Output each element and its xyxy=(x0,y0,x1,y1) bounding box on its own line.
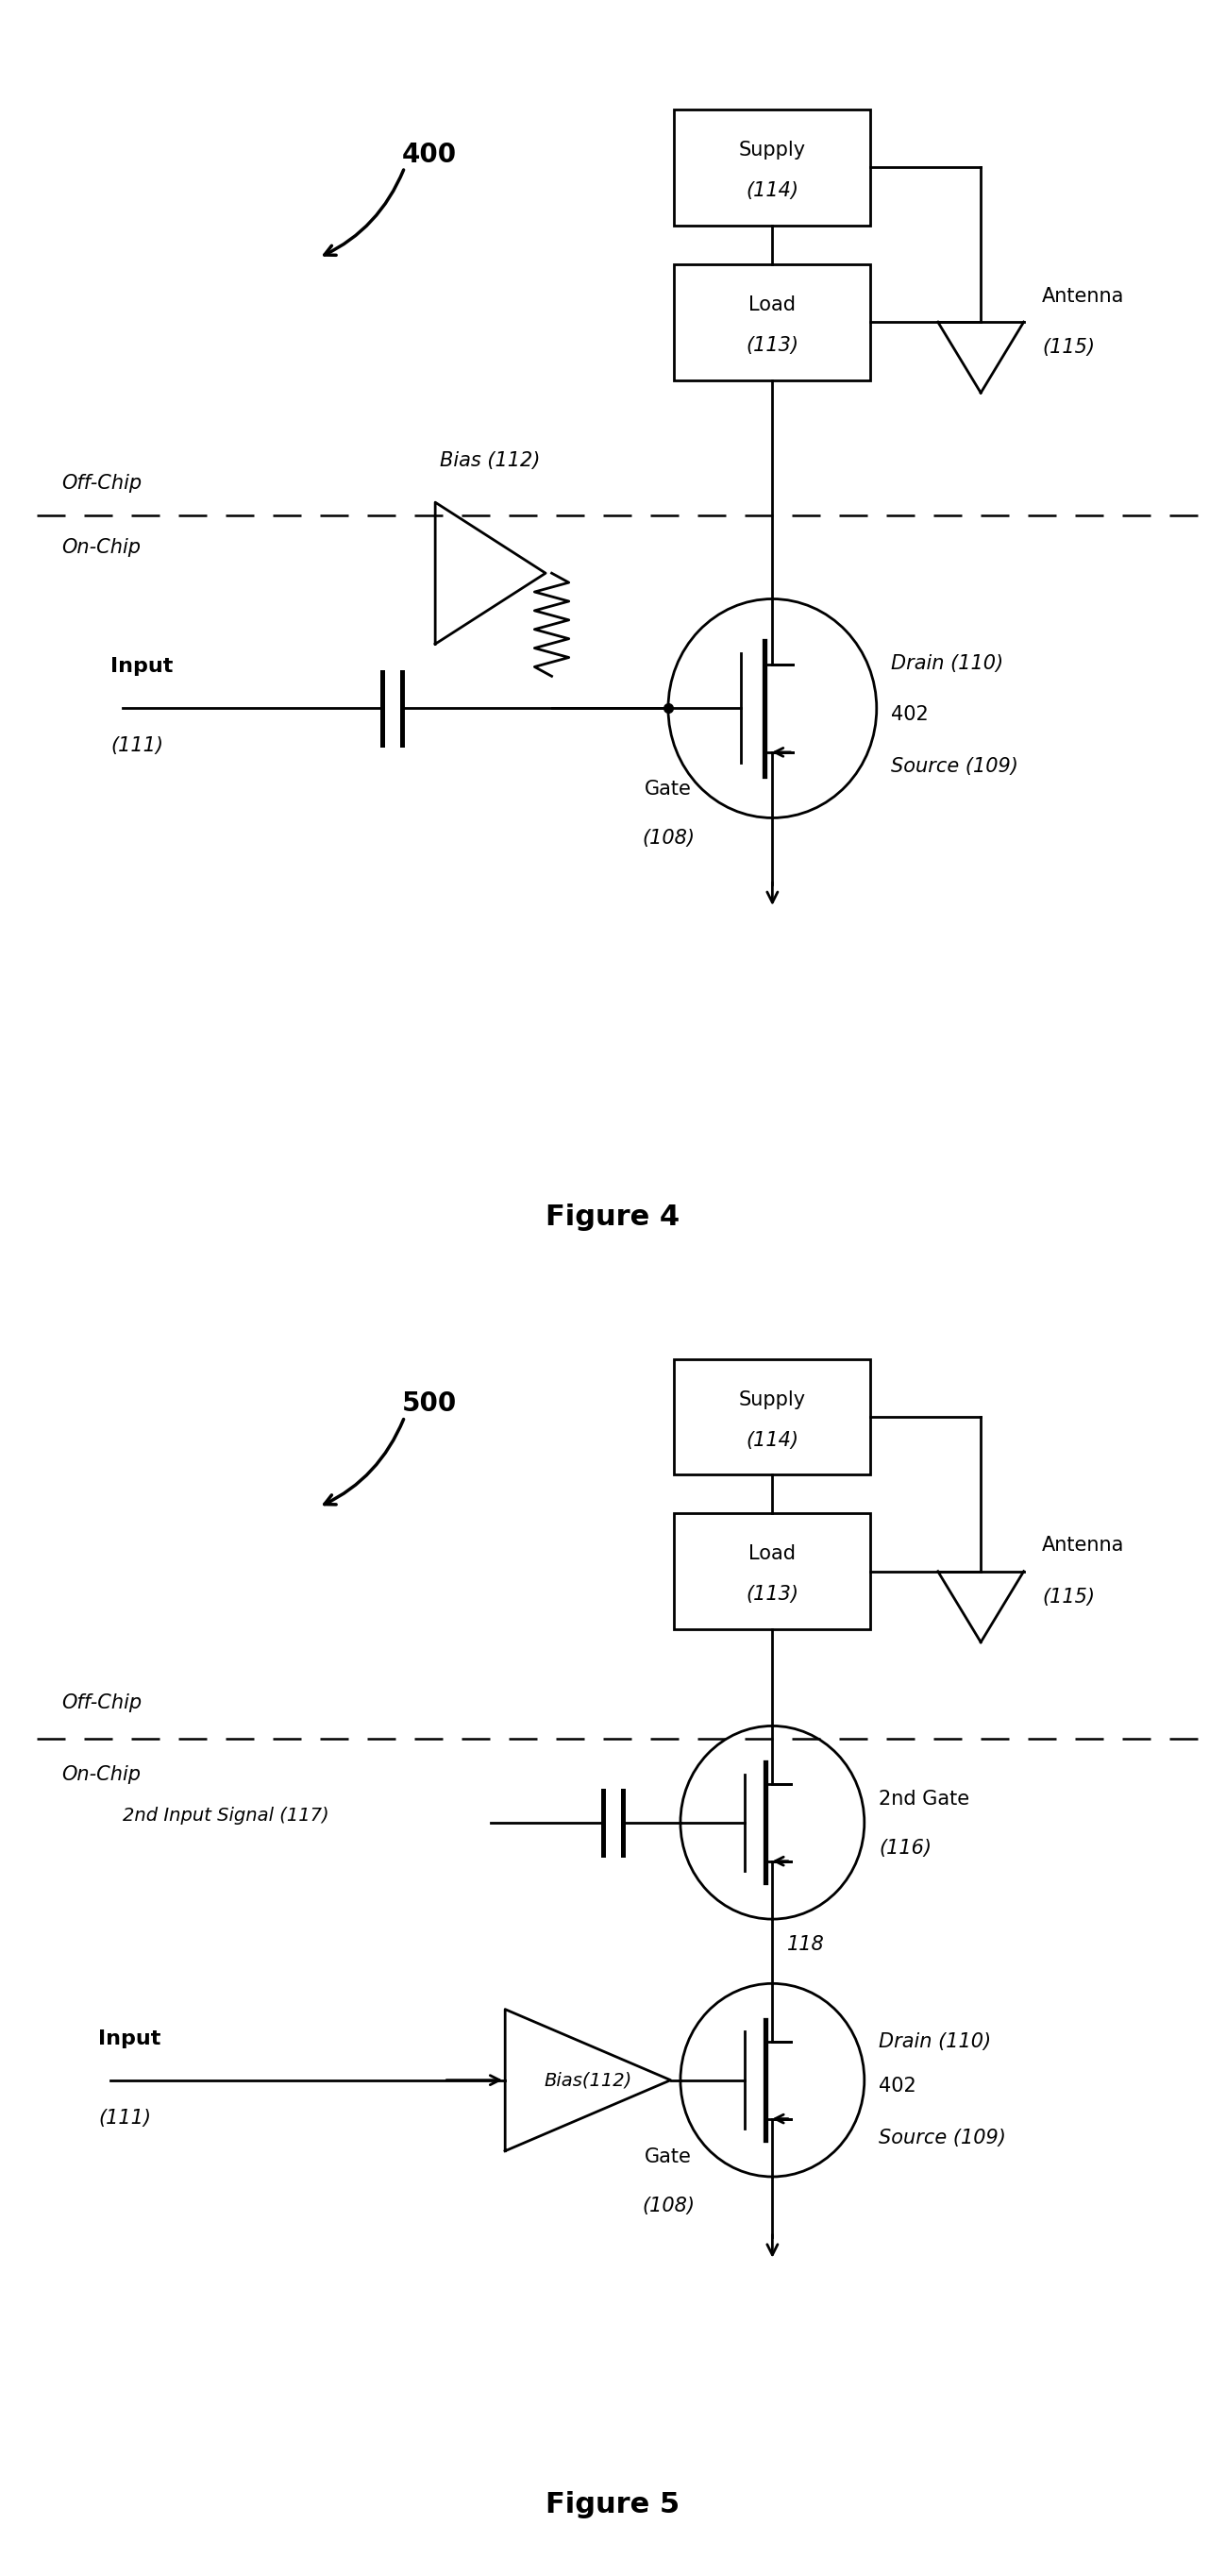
Text: Supply: Supply xyxy=(739,1391,805,1409)
Text: (108): (108) xyxy=(641,829,695,848)
Text: Bias (112): Bias (112) xyxy=(440,451,541,469)
Text: Off-Chip: Off-Chip xyxy=(61,474,142,492)
Text: Load: Load xyxy=(749,296,796,314)
Text: Figure 4: Figure 4 xyxy=(546,1203,680,1231)
Text: (111): (111) xyxy=(110,737,163,755)
Text: On-Chip: On-Chip xyxy=(61,1765,141,1785)
Text: Input: Input xyxy=(110,657,173,675)
Text: 500: 500 xyxy=(402,1391,456,1417)
Text: 2nd Input Signal (117): 2nd Input Signal (117) xyxy=(123,1808,329,1824)
Text: Input: Input xyxy=(98,2030,161,2048)
Text: (115): (115) xyxy=(1042,1587,1095,1607)
Text: Gate: Gate xyxy=(645,781,691,799)
Text: 118: 118 xyxy=(787,1935,825,1955)
Text: (114): (114) xyxy=(745,180,799,201)
Text: Source (109): Source (109) xyxy=(879,2128,1007,2148)
Text: Antenna: Antenna xyxy=(1042,1535,1124,1556)
Bar xyxy=(674,263,870,381)
Text: Supply: Supply xyxy=(739,142,805,160)
Text: (113): (113) xyxy=(745,335,799,355)
Text: (115): (115) xyxy=(1042,337,1095,358)
Text: Drain (110): Drain (110) xyxy=(891,654,1004,672)
Text: 400: 400 xyxy=(402,142,456,167)
Text: On-Chip: On-Chip xyxy=(61,538,141,556)
Bar xyxy=(674,1512,870,1631)
Text: Gate: Gate xyxy=(645,2148,691,2166)
Text: (113): (113) xyxy=(745,1584,799,1605)
Text: 402: 402 xyxy=(891,706,929,724)
Text: (108): (108) xyxy=(641,2197,695,2215)
Text: Load: Load xyxy=(749,1546,796,1564)
Text: Figure 5: Figure 5 xyxy=(546,2491,680,2519)
Text: (111): (111) xyxy=(98,2107,151,2128)
Text: Antenna: Antenna xyxy=(1042,286,1124,307)
Text: (116): (116) xyxy=(879,1839,932,1857)
Text: Off-Chip: Off-Chip xyxy=(61,1692,142,1713)
Bar xyxy=(674,1358,870,1473)
Text: Drain (110): Drain (110) xyxy=(879,2032,992,2050)
Text: 402: 402 xyxy=(879,2076,917,2097)
Text: 2nd Gate: 2nd Gate xyxy=(879,1790,970,1808)
Text: (114): (114) xyxy=(745,1430,799,1450)
Bar xyxy=(674,108,870,227)
Text: Source (109): Source (109) xyxy=(891,757,1019,775)
Text: Bias(112): Bias(112) xyxy=(544,2071,631,2089)
